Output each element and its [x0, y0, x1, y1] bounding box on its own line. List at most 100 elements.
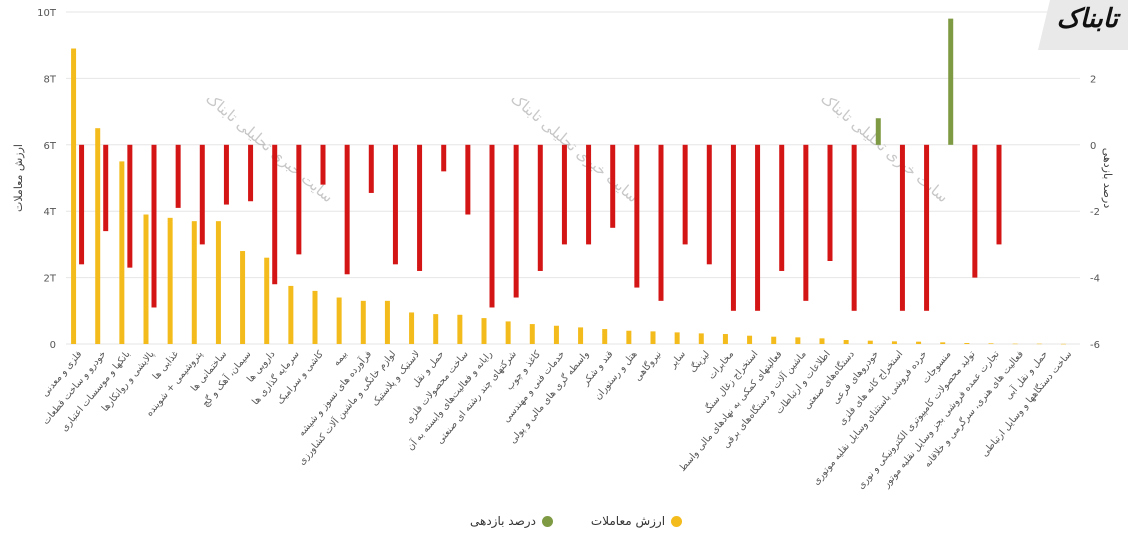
value-bar: [1012, 343, 1018, 345]
return-bar: [899, 144, 905, 311]
return-bar: [103, 144, 109, 232]
value-bar: [602, 329, 608, 344]
right-tick-label: -4: [1090, 274, 1100, 285]
return-percent-bars: [79, 18, 1002, 311]
value-bar: [698, 333, 704, 344]
return-bar: [586, 144, 592, 245]
return-bar: [465, 144, 471, 215]
return-bar: [779, 144, 785, 271]
value-bar: [433, 314, 439, 344]
return-bar: [610, 144, 616, 228]
value-bar: [771, 336, 777, 344]
return-bar: [489, 144, 495, 308]
value-bar: [384, 300, 390, 344]
right-tick-label: 0: [1090, 141, 1096, 152]
logo-text: تابناک: [1056, 4, 1118, 34]
return-bar: [513, 144, 519, 298]
value-bar: [409, 312, 415, 344]
value-bar: [312, 290, 318, 344]
return-bar: [634, 144, 640, 288]
return-bar: [151, 144, 157, 308]
return-bar: [320, 144, 326, 185]
value-bar: [529, 324, 535, 344]
value-bar: [143, 214, 149, 344]
return-bar: [948, 18, 954, 145]
value-bar: [795, 337, 801, 344]
value-bar: [481, 318, 487, 344]
watermarks: سایت خبری تحلیلی تابناک سایت خبری تحلیلی …: [202, 89, 951, 206]
return-bar: [296, 144, 302, 255]
value-bar: [505, 321, 511, 344]
return-bar: [223, 144, 229, 205]
legend-item-return-percent[interactable]: درصد بازدهی: [470, 514, 553, 528]
return-bar: [248, 144, 254, 202]
return-bar: [851, 144, 857, 311]
logo-background: [1038, 0, 1128, 50]
return-bar: [272, 144, 278, 285]
right-axis-title: درصد بازدهی: [1101, 148, 1114, 209]
value-bar: [964, 343, 970, 344]
return-bar: [392, 144, 398, 265]
left-axis-title: ارزش معاملات: [12, 144, 25, 212]
tabnak-logo: تابناک: [1038, 0, 1128, 50]
return-bar: [682, 144, 688, 245]
return-bar: [972, 144, 978, 278]
value-bar: [819, 338, 825, 344]
legend-label-return-percent: درصد بازدهی: [470, 514, 536, 528]
watermark-text: سایت خبری تحلیلی تابناک: [202, 89, 336, 206]
return-bar: [730, 144, 736, 311]
value-bar: [747, 335, 753, 344]
value-bar: [119, 161, 125, 344]
return-bar: [658, 144, 664, 301]
left-tick-label: 0: [50, 340, 56, 351]
return-bar: [706, 144, 712, 265]
value-bar: [215, 221, 221, 344]
value-bar: [167, 217, 173, 344]
return-bar: [755, 144, 761, 311]
value-bar: [891, 341, 897, 344]
return-bar: [175, 144, 181, 208]
left-tick-label: 4T: [44, 207, 57, 218]
value-bar: [867, 340, 873, 344]
return-bar: [996, 144, 1002, 245]
return-bar: [199, 144, 205, 245]
value-bar: [71, 48, 77, 345]
value-bar: [553, 325, 559, 344]
right-tick-label: 2: [1090, 74, 1096, 85]
value-bar: [940, 342, 946, 344]
value-bar: [578, 327, 584, 344]
return-bar: [537, 144, 543, 271]
return-bar: [875, 118, 881, 145]
value-bar: [626, 330, 632, 344]
value-bar: [360, 300, 366, 344]
return-bar: [79, 144, 85, 265]
transaction-value-bars: [71, 48, 1066, 345]
legend-dot-transaction-value: [671, 515, 683, 527]
value-bar: [95, 128, 101, 344]
category-label: سایر: [667, 349, 688, 371]
value-bar: [988, 343, 994, 344]
legend: ارزش معاملات درصد بازدهی: [470, 514, 683, 528]
value-bar: [336, 297, 342, 344]
right-tick-label: -2: [1090, 207, 1100, 218]
left-tick-label: 8T: [44, 74, 57, 85]
right-axis-ticks: 420-2-4-6: [1090, 8, 1100, 351]
value-bar: [191, 221, 197, 344]
category-label: بیمه: [331, 349, 350, 368]
legend-item-transaction-value[interactable]: ارزش معاملات: [590, 514, 683, 528]
left-axis-ticks: 0 2T 4T 6T 8T 10T: [37, 8, 57, 351]
watermark-text: سایت خبری تحلیلی تابناک: [507, 89, 641, 206]
value-bar: [916, 341, 922, 344]
value-bar: [843, 340, 849, 344]
return-bar: [417, 144, 423, 271]
return-bar: [827, 144, 833, 261]
value-bar: [1060, 343, 1066, 345]
return-bar: [924, 144, 930, 311]
gridlines: [66, 11, 1080, 345]
left-tick-label: 10T: [37, 8, 57, 19]
legend-label-transaction-value: ارزش معاملات: [590, 514, 666, 528]
legend-dot-return-percent: [541, 515, 553, 527]
return-bar: [441, 144, 447, 172]
